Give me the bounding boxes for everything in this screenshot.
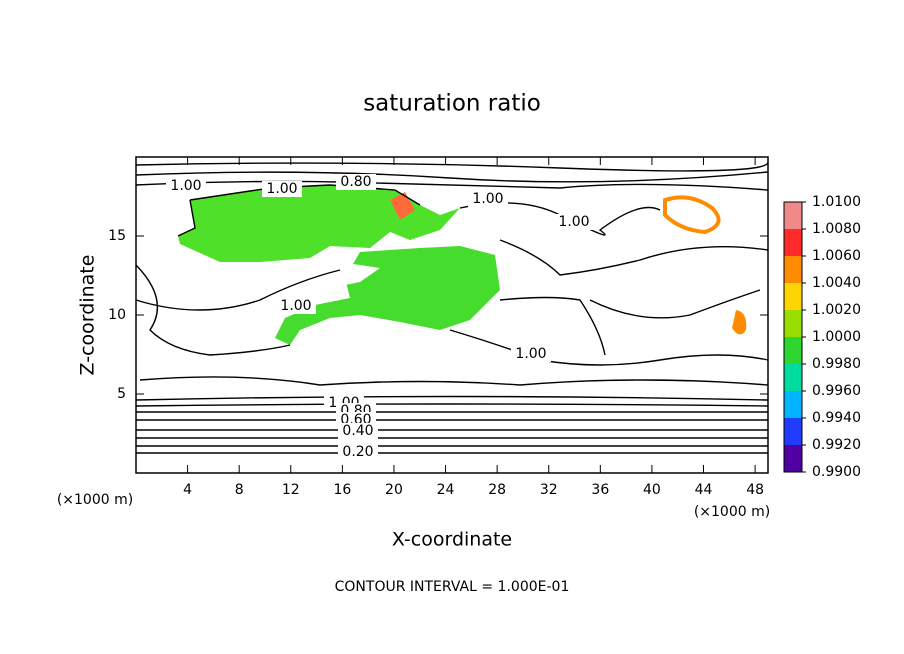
- x-tick-label: 20: [385, 482, 403, 498]
- contour-label: 0.20: [342, 444, 373, 460]
- x-tick-label: 32: [540, 482, 558, 498]
- colorbar-tick-label: 0.9920: [812, 437, 861, 453]
- x-tick-label: 12: [282, 482, 300, 498]
- x-tick-label: 48: [746, 482, 764, 498]
- colorbar-band: [784, 310, 802, 338]
- x-tick-label: 36: [591, 482, 609, 498]
- colorbar-band: [784, 418, 802, 446]
- contours: [135, 161, 769, 454]
- x-tick-label: 24: [437, 482, 455, 498]
- x-tick-label: 16: [333, 482, 351, 498]
- contour-label: 1.00: [515, 346, 546, 362]
- footer: CONTOUR INTERVAL = 1.000E-01: [335, 579, 570, 595]
- contour-label-bg: [554, 214, 594, 230]
- colorbar-band: [784, 256, 802, 284]
- x-tick-label: 8: [235, 482, 244, 498]
- colorbar-band: [784, 283, 802, 311]
- colorbar-band: [784, 364, 802, 392]
- colorbar-tick-label: 1.0040: [812, 275, 861, 291]
- contour-label-bg: [262, 181, 302, 197]
- colorbar-band: [784, 337, 802, 365]
- x-tick-label: 28: [488, 482, 506, 498]
- contour-label: 1.00: [170, 178, 201, 194]
- x-tick-label: 44: [695, 482, 713, 498]
- colorbar-tick-label: 0.9900: [812, 464, 861, 480]
- contour-label-bg: [338, 423, 378, 439]
- x-unit: (×1000 m): [694, 504, 770, 520]
- field: [178, 185, 747, 345]
- contour-label-bg: [336, 174, 376, 190]
- contour-label: 1.00: [472, 191, 503, 207]
- chart-title: saturation ratio: [363, 91, 541, 117]
- x-tick-label: 4: [183, 482, 192, 498]
- colorbar-tick-label: 0.9980: [812, 356, 861, 372]
- colorbar-band: [784, 445, 802, 473]
- colorbar-tick-label: 1.0000: [812, 329, 861, 345]
- y-tick-label: 15: [108, 228, 126, 244]
- contour-label: 0.80: [340, 174, 371, 190]
- contour-label: 1.00: [266, 181, 297, 197]
- contour-label-bg: [511, 346, 551, 362]
- colorbar-tick-label: 0.9940: [812, 410, 861, 426]
- contour-label-bg: [166, 178, 206, 194]
- colorbar-tick-label: 1.0100: [812, 194, 861, 210]
- colorbar-band: [784, 229, 802, 257]
- colorbar-band: [784, 202, 802, 230]
- y-tick-label: 10: [108, 307, 126, 323]
- y-axis-title: Z-coordinate: [77, 255, 99, 376]
- y-tick-label: 5: [117, 386, 126, 402]
- contour-label-bg: [338, 444, 378, 460]
- y-unit: (×1000 m): [57, 492, 133, 508]
- contour-label: 1.00: [558, 214, 589, 230]
- contour-label-bg: [468, 191, 508, 207]
- contour-label: 1.00: [280, 298, 311, 314]
- colorbar-tick-label: 1.0080: [812, 221, 861, 237]
- colorbar-tick-label: 1.0060: [812, 248, 861, 264]
- x-axis-title: X-coordinate: [392, 529, 512, 551]
- colorbar-tick-label: 0.9960: [812, 383, 861, 399]
- colorbar-tick-label: 1.0020: [812, 302, 861, 318]
- contour-label-bg: [276, 298, 316, 314]
- x-tick-label: 40: [643, 482, 661, 498]
- contour-label: 0.40: [342, 423, 373, 439]
- colorbar-band: [784, 391, 802, 419]
